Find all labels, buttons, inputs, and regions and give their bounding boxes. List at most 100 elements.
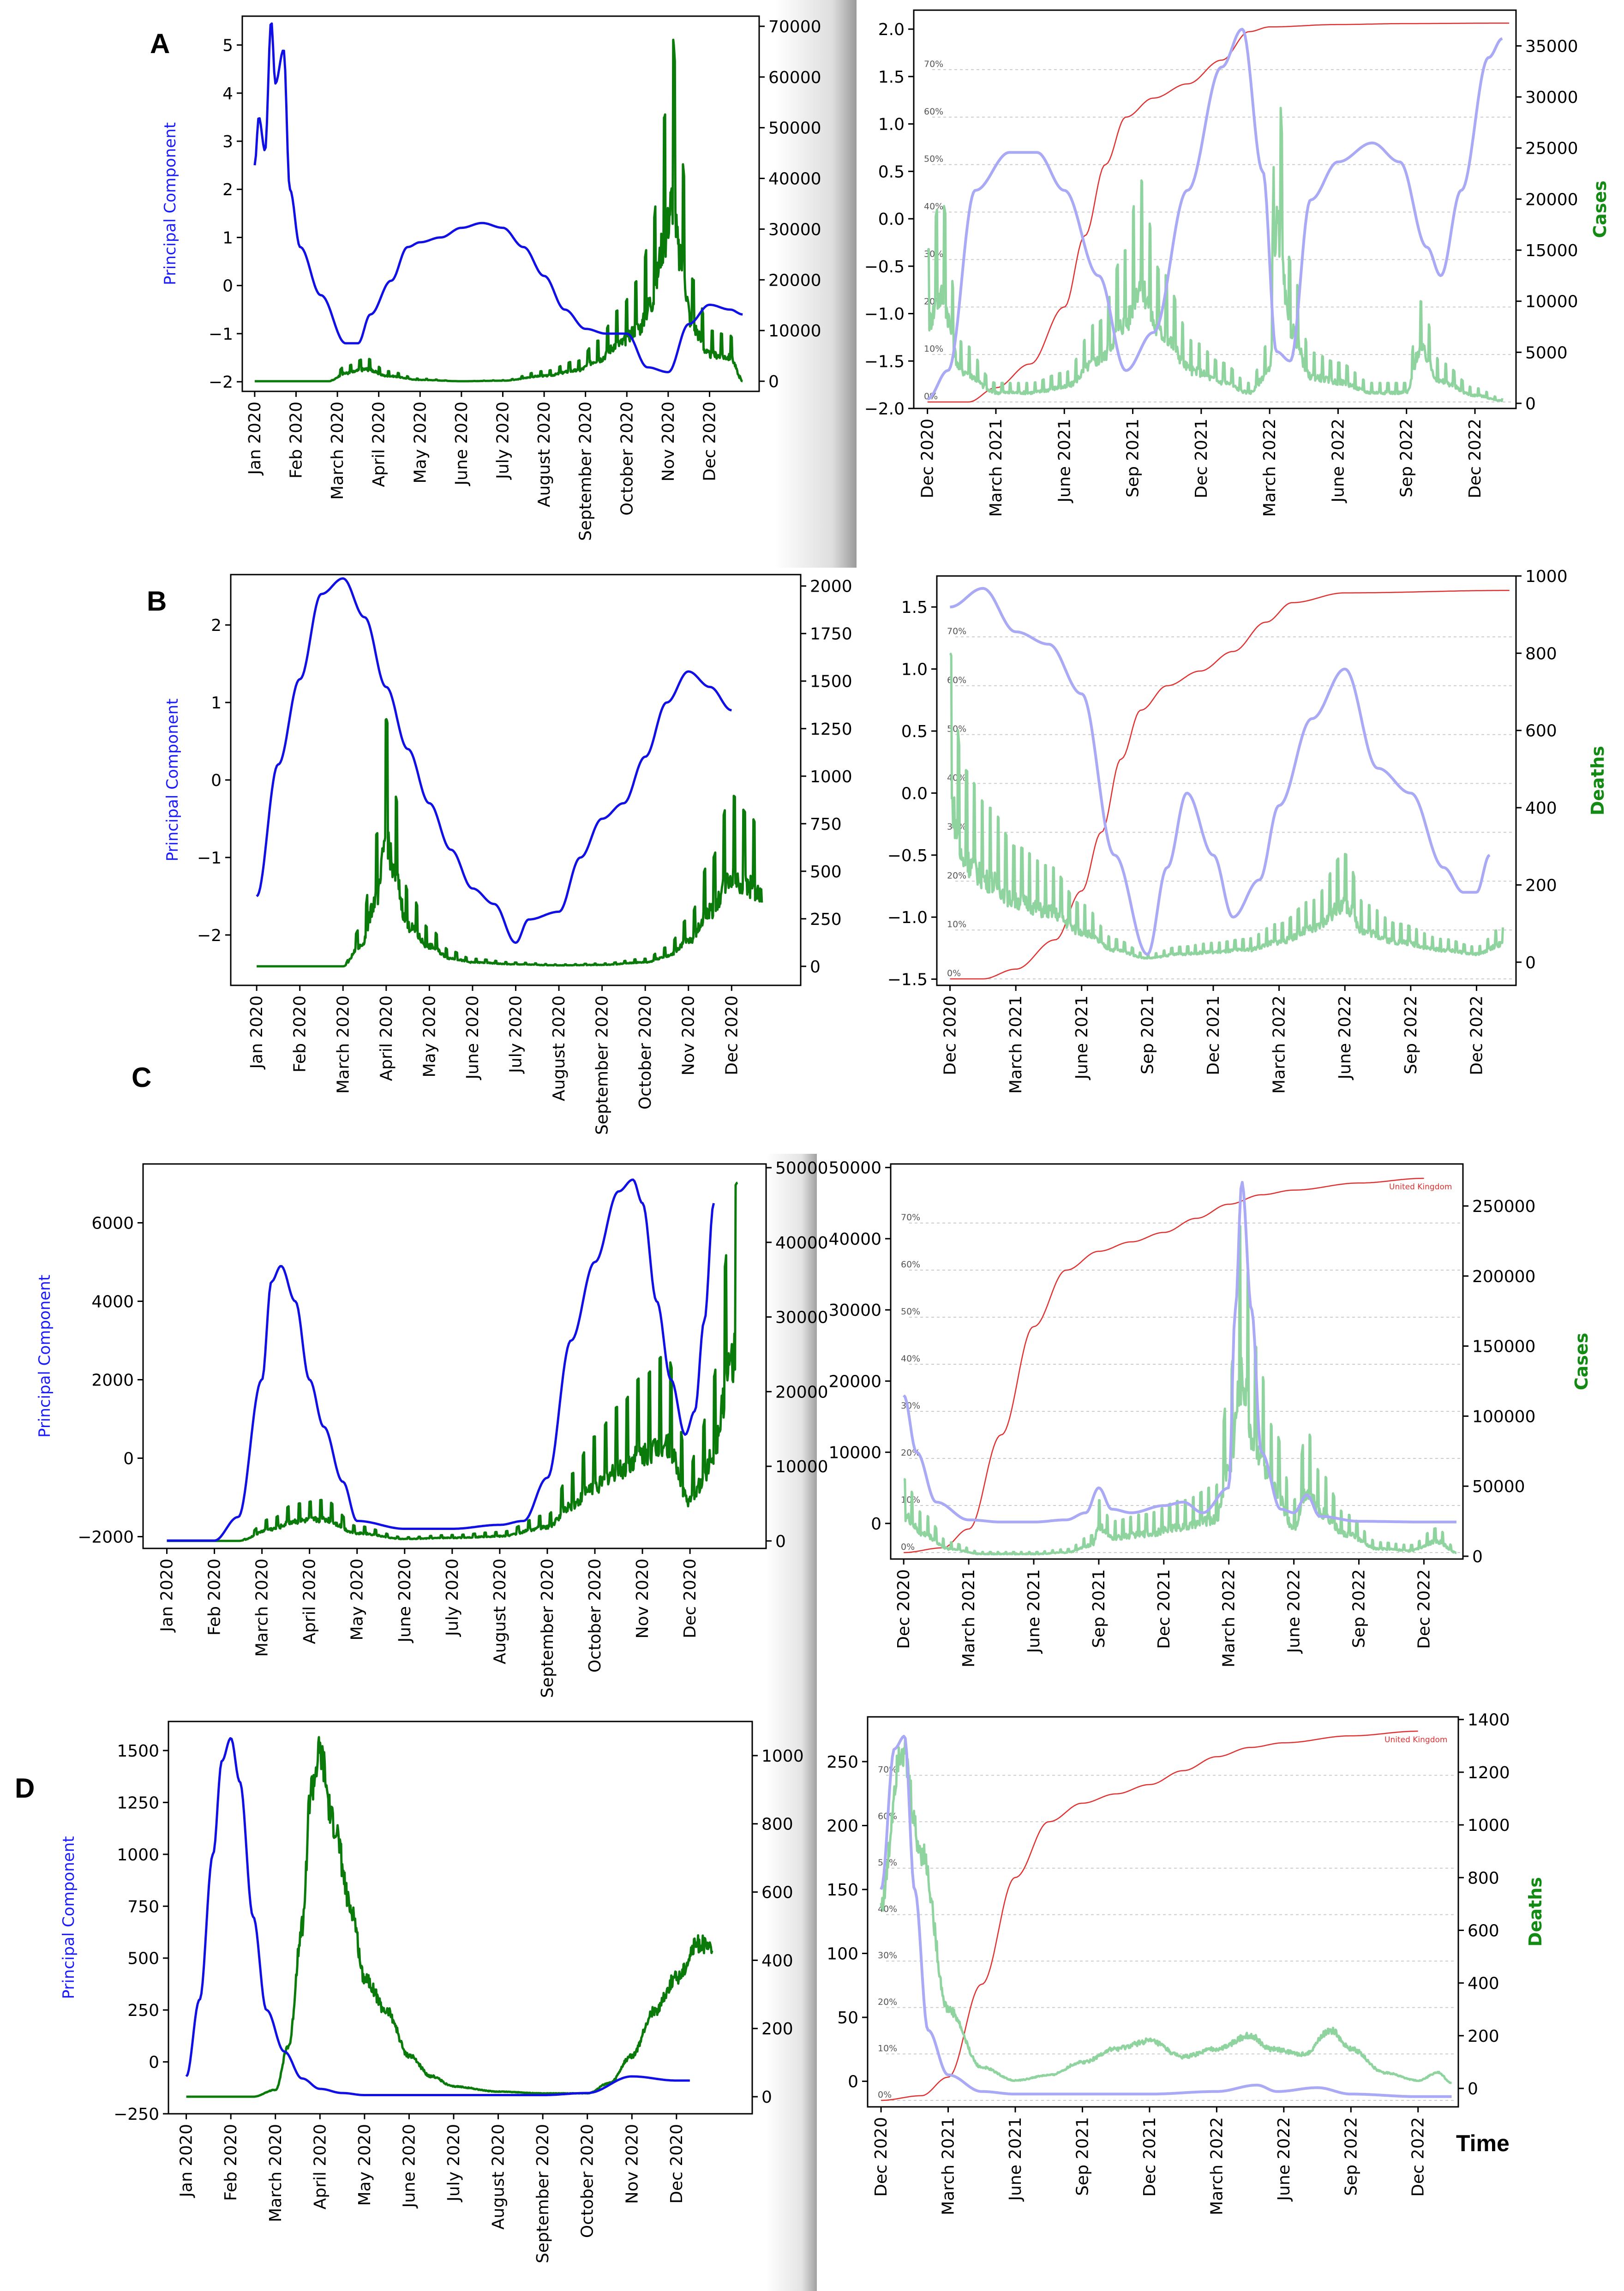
y-left-tick-label: −1 bbox=[209, 325, 233, 344]
x-tick-label: April 2020 bbox=[370, 402, 389, 487]
x-tick-label: June 2020 bbox=[396, 1559, 414, 1643]
pct-tick-label: 70% bbox=[901, 1212, 920, 1223]
y-left-tick-label: 3 bbox=[222, 132, 233, 151]
left-column-shade bbox=[775, 0, 857, 568]
y-right-tick-label: 600 bbox=[1468, 1921, 1499, 1940]
y-right-tick-label: 1250 bbox=[810, 720, 852, 739]
plot-frame bbox=[867, 1716, 1459, 2108]
x-tick-label: Jan 2020 bbox=[177, 2124, 196, 2198]
y-left-tick-label: 1.5 bbox=[901, 598, 928, 617]
pct-tick-label: 0% bbox=[947, 968, 961, 978]
x-tick-label: September 2020 bbox=[533, 2124, 552, 2263]
x-tick-label: Dec 2022 bbox=[1409, 2117, 1428, 2197]
x-tick-label: March 2022 bbox=[1270, 996, 1289, 1094]
y-left-tick-label: 2 bbox=[211, 616, 222, 635]
y-left-tick-label: 1.5 bbox=[878, 68, 905, 87]
data-series-line bbox=[256, 718, 763, 968]
y-left-tick-label: −2 bbox=[197, 926, 222, 945]
y-right-tick-label: 50000 bbox=[775, 1159, 828, 1178]
x-tick-label: March 2021 bbox=[959, 1569, 978, 1667]
data-series-line bbox=[186, 1736, 713, 2098]
y-right-tick-label: 200000 bbox=[1472, 1267, 1535, 1286]
pct-tick-label: 10% bbox=[947, 919, 966, 930]
vaccination-line bbox=[881, 1730, 1418, 2101]
x-tick-label: Feb 2020 bbox=[205, 1559, 224, 1636]
pct-tick-label: 40% bbox=[901, 1354, 920, 1364]
y-right-tick-label: 150000 bbox=[1472, 1337, 1535, 1356]
y-right-tick-label: 0 bbox=[775, 1532, 786, 1551]
x-tick-label: Dec 2021 bbox=[1155, 1569, 1174, 1649]
y-left-tick-label: 1 bbox=[211, 694, 222, 713]
pc-series-line bbox=[927, 28, 1503, 401]
chart-c-left: −2000 0 2000 4000 6000 0 10000 20000 30000 40000 5… bbox=[36, 1159, 828, 1698]
plot-frame bbox=[168, 1721, 753, 2115]
plot-frame bbox=[230, 574, 802, 986]
y-left-tick-label: 4000 bbox=[91, 1293, 134, 1312]
y-left-tick-label: 1.0 bbox=[901, 660, 928, 679]
x-tick-label: June 2021 bbox=[1025, 1569, 1043, 1654]
data-series-line bbox=[880, 1738, 1452, 2084]
x-tick-label: July 2020 bbox=[507, 996, 526, 1074]
y-right-tick-label: 30000 bbox=[775, 1308, 828, 1327]
y-right-tick-label: 1500 bbox=[810, 672, 852, 691]
x-tick-label: September 2020 bbox=[576, 402, 595, 541]
chart-a-right: 0%10%20%30%40%50%60%70%−2.0−1.5−1.0−0.50… bbox=[864, 9, 1610, 517]
y-right-tick-label: 60000 bbox=[768, 68, 821, 87]
y-right-tick-label: 40000 bbox=[775, 1234, 828, 1253]
pct-tick-label: 30% bbox=[924, 249, 943, 259]
y-left-tick-label: −1.0 bbox=[887, 908, 928, 927]
x-tick-label: March 2022 bbox=[1260, 419, 1279, 517]
x-tick-label: March 2021 bbox=[1007, 996, 1025, 1094]
x-tick-label: Dec 2020 bbox=[700, 402, 719, 481]
y-left-axis-label: Principal Component bbox=[36, 1275, 54, 1438]
vacc-legend-label: United Kingdom bbox=[1389, 1182, 1452, 1192]
chart-a-left: −2 −1 0 1 2 3 4 5 0 10000 20000 30000 40000 50000 6000… bbox=[161, 15, 821, 541]
x-tick-label: July 2020 bbox=[444, 2124, 463, 2202]
x-tick-label: March 2020 bbox=[334, 996, 353, 1094]
y-left-tick-label: 50000 bbox=[828, 1159, 881, 1178]
y-right-tick-label: 1200 bbox=[1468, 1763, 1510, 1782]
y-left-tick-label: 4 bbox=[222, 84, 233, 103]
y-right-tick-label: 40000 bbox=[768, 170, 821, 189]
y-left-tick-label: 0 bbox=[211, 771, 222, 790]
y-right-tick-label: 800 bbox=[1525, 644, 1557, 663]
y-left-tick-label: 0.5 bbox=[878, 162, 905, 181]
pct-tick-label: 50% bbox=[947, 724, 966, 734]
pct-tick-label: 20% bbox=[878, 1997, 897, 2007]
x-tick-label: Dec 2020 bbox=[894, 1569, 913, 1649]
x-tick-label: October 2020 bbox=[636, 996, 655, 1110]
y-right-tick-label: 250000 bbox=[1472, 1197, 1535, 1216]
y-right-tick-label: 25000 bbox=[1525, 139, 1578, 158]
y-right-tick-label: 400 bbox=[1525, 799, 1557, 818]
pct-tick-label: 0% bbox=[901, 1542, 915, 1552]
x-tick-label: Nov 2020 bbox=[659, 402, 678, 481]
y-right-tick-label: 20000 bbox=[775, 1383, 828, 1402]
y-left-tick-label: −0.5 bbox=[864, 258, 905, 276]
x-tick-label: March 2021 bbox=[939, 2117, 958, 2215]
y-right-tick-label: 0 bbox=[1525, 395, 1536, 414]
pc-series-line bbox=[256, 577, 732, 944]
vacc-legend-label: United Kingdom bbox=[1384, 1735, 1447, 1745]
x-tick-label: Sep 2022 bbox=[1350, 1569, 1369, 1648]
pct-tick-label: 10% bbox=[878, 2043, 897, 2053]
pct-tick-label: 30% bbox=[901, 1401, 920, 1411]
x-tick-label: Nov 2020 bbox=[633, 1559, 652, 1638]
y-left-tick-label: 100 bbox=[827, 1945, 858, 1964]
panel-label-a: A bbox=[150, 28, 170, 59]
pct-tick-label: 50% bbox=[924, 154, 943, 164]
x-tick-label: Nov 2020 bbox=[679, 996, 698, 1075]
y-right-tick-label: 600 bbox=[761, 1883, 793, 1902]
plot-frame bbox=[142, 1163, 767, 1549]
y-right-tick-label: 1750 bbox=[810, 625, 852, 644]
pct-tick-label: 60% bbox=[924, 107, 943, 117]
y-left-tick-label: 0 bbox=[222, 277, 233, 296]
x-tick-label: Jan 2020 bbox=[247, 996, 266, 1070]
x-tick-label: Sep 2021 bbox=[1073, 2117, 1092, 2196]
y-right-tick-label: 250 bbox=[810, 910, 842, 929]
y-left-tick-label: 40000 bbox=[828, 1230, 881, 1249]
y-right-tick-label: 0 bbox=[761, 2088, 772, 2107]
pct-tick-label: 60% bbox=[901, 1259, 920, 1270]
y-left-tick-label: 500 bbox=[127, 1949, 159, 1968]
y-right-axis-label: Deaths bbox=[1588, 746, 1608, 816]
